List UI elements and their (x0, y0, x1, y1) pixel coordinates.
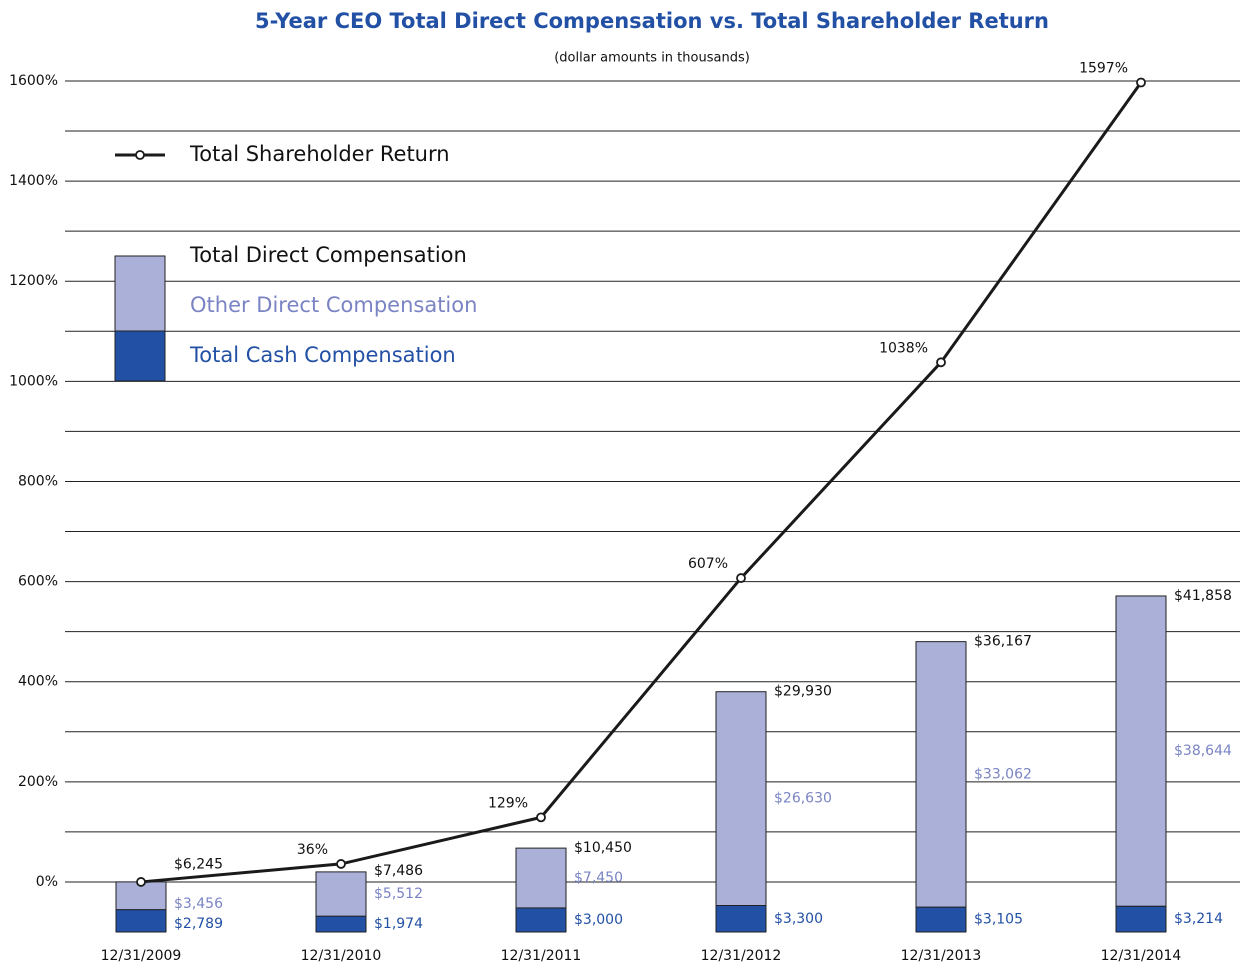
bar-label: $26,630 (774, 791, 832, 807)
bar-segment (915, 906, 967, 933)
x-tick-label: 12/31/2014 (1101, 948, 1182, 964)
legend-label: Total Cash Compensation (189, 343, 456, 367)
point-label: 129% (488, 795, 528, 811)
line-point (536, 812, 546, 823)
bar-segment (715, 691, 767, 907)
line-point (936, 357, 946, 368)
total-label: $7,486 (374, 863, 423, 879)
total-label: $41,858 (1174, 588, 1232, 604)
bar-label: $2,789 (174, 916, 223, 932)
bar-label: $3,000 (574, 912, 623, 928)
legend-swatch (114, 330, 166, 382)
bar-segment (115, 909, 167, 933)
total-label: $6,245 (174, 857, 223, 873)
y-tick-label: 800% (18, 473, 58, 489)
y-tick-label: 1000% (9, 373, 58, 389)
line (140, 81, 1143, 884)
point-label: 1597% (1079, 61, 1128, 77)
legend-swatch (114, 255, 166, 332)
y-tick-label: 200% (18, 774, 58, 790)
bar-label: $1,974 (374, 916, 423, 932)
bar-segment (515, 847, 567, 909)
chart-subtitle: (dollar amounts in thousands) (554, 51, 750, 66)
y-tick-label: 0% (36, 874, 58, 890)
line-point (736, 573, 746, 583)
point-label: 1038% (879, 340, 928, 356)
bar-label: $38,644 (1174, 743, 1232, 759)
bar-segment (915, 641, 967, 908)
bar-label: $7,450 (574, 870, 623, 886)
y-tick-label: 1600% (9, 73, 58, 89)
total-label: $36,167 (974, 634, 1032, 650)
bar-segment (515, 907, 567, 933)
bar-label: $3,300 (774, 911, 823, 927)
total-label: $10,450 (574, 840, 632, 856)
chart-title: 5-Year CEO Total Direct Compensation vs.… (255, 9, 1049, 33)
point-label: 36% (297, 842, 328, 858)
bar-label: $3,456 (174, 896, 223, 912)
x-tick-label: 12/31/2009 (101, 948, 182, 964)
bar-segment (715, 905, 767, 933)
x-tick-label: 12/31/2012 (701, 948, 782, 964)
total-label: $29,930 (774, 684, 832, 700)
x-tick-label: 12/31/2013 (901, 948, 982, 964)
legend-label: Total Direct Compensation (189, 243, 467, 267)
x-tick-label: 12/31/2010 (301, 948, 382, 964)
y-tick-label: 1400% (9, 173, 58, 189)
x-tick-label: 12/31/2011 (501, 948, 582, 964)
bar-label: $3,214 (1174, 911, 1223, 927)
legend-marker (135, 150, 145, 160)
y-tick-label: 1200% (9, 273, 58, 289)
bar-segment (315, 915, 367, 933)
y-tick-label: 400% (18, 674, 58, 690)
bar-label: $33,062 (974, 766, 1032, 782)
bar-segment (315, 871, 367, 917)
legend-label: Total Shareholder Return (189, 142, 450, 166)
line-point (136, 877, 146, 887)
line-point (1136, 77, 1146, 88)
bar-label: $3,105 (974, 912, 1023, 928)
point-label: 607% (688, 556, 728, 572)
bar-segment (1115, 905, 1167, 933)
bar-label: $5,512 (374, 886, 423, 902)
bar-segment (1115, 595, 1167, 907)
y-tick-label: 600% (18, 574, 58, 590)
legend-label: Other Direct Compensation (190, 293, 477, 317)
line-point (336, 859, 346, 869)
